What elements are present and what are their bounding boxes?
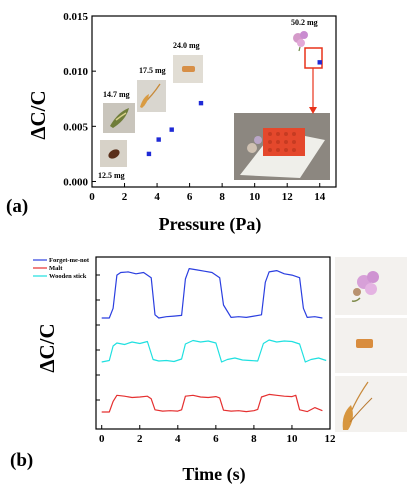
panel-b-x-tick-label: 2 xyxy=(137,433,143,445)
panel-b-x-tick-label: 0 xyxy=(99,433,105,445)
photo-17-5-mg xyxy=(137,80,166,112)
data-point xyxy=(198,100,204,106)
mass-label-50-2: 50.2 mg xyxy=(291,18,318,27)
mass-label-17-5: 17.5 mg xyxy=(139,66,166,75)
panel-b-x-tick-label: 10 xyxy=(286,433,298,445)
panel-b-x-tick-label: 4 xyxy=(175,433,181,445)
mass-label-24-0: 24.0 mg xyxy=(173,41,200,50)
panel-b-legend: Forget-me-not Malt Wooden stick xyxy=(33,257,90,280)
panel-a-scatter: ΔC/C Pressure (Pa) (a) 14.7 mg 12.5 mg 1… xyxy=(6,11,337,235)
data-point xyxy=(317,60,322,65)
photo-50-2-mg xyxy=(293,31,308,52)
panel-b-tag: (b) xyxy=(10,450,33,471)
panel-a-x-tick-label: 14 xyxy=(314,191,326,203)
highlight-box xyxy=(304,47,323,69)
panel-a-x-tick-label: 2 xyxy=(122,191,128,203)
panel-a-x-tick-label: 0 xyxy=(89,191,95,203)
data-point xyxy=(156,137,161,142)
data-point xyxy=(169,127,174,132)
data-point xyxy=(146,151,152,157)
panel-a-x-label: Pressure (Pa) xyxy=(159,214,262,235)
panel-b-x-tick-label: 12 xyxy=(325,433,337,445)
panel-b-y-label: ΔC/C xyxy=(35,323,59,372)
panel-b-x-tick-label: 8 xyxy=(251,433,257,445)
series-line-malt xyxy=(101,393,323,413)
panel-b-plot-frame xyxy=(95,256,331,430)
legend-label-wooden-stick: Wooden stick xyxy=(49,273,87,280)
series-line-wooden-stick xyxy=(101,339,327,363)
panel-a-plot-frame xyxy=(91,15,337,188)
panel-a-y-tick-label: 0.015 xyxy=(63,11,88,23)
panel-a-y-tick-label: 0.005 xyxy=(63,121,88,133)
photo-malt xyxy=(335,376,407,432)
photo-wooden-stick xyxy=(335,318,407,373)
highlight-arrowhead xyxy=(309,107,317,114)
panel-b-x-label: Time (s) xyxy=(182,464,245,485)
panel-a-x-tick-label: 12 xyxy=(282,191,294,203)
panel-a-y-tick-label: 0.010 xyxy=(63,66,88,78)
legend-label-malt: Malt xyxy=(49,265,63,272)
photo-24-0-mg xyxy=(173,55,203,83)
legend-label-forget-me-not: Forget-me-not xyxy=(49,257,90,264)
panel-a-x-tick-label: 6 xyxy=(187,191,193,203)
panel-a-x-tick-label: 4 xyxy=(154,191,160,203)
photo-12-5-mg xyxy=(100,140,127,167)
photo-14-7-mg xyxy=(103,103,135,133)
series-line-forget-me-not xyxy=(101,268,323,319)
panel-b-x-tick-label: 6 xyxy=(213,433,219,445)
panel-a-tag: (a) xyxy=(6,196,28,217)
mass-label-12-5: 12.5 mg xyxy=(98,171,125,180)
panel-a-y-label: ΔC/C xyxy=(26,90,50,139)
panel-a-x-tick-label: 10 xyxy=(249,191,261,203)
photo-setup xyxy=(234,113,330,180)
photo-forget-me-not xyxy=(335,257,407,315)
mass-label-14-7: 14.7 mg xyxy=(103,90,130,99)
panel-b-timeseries: ΔC/C Time (s) (b) Forget-me-not Malt Woo… xyxy=(10,256,407,485)
panel-a-x-tick-label: 8 xyxy=(219,191,225,203)
panel-a-y-tick-label: 0.000 xyxy=(63,176,88,188)
